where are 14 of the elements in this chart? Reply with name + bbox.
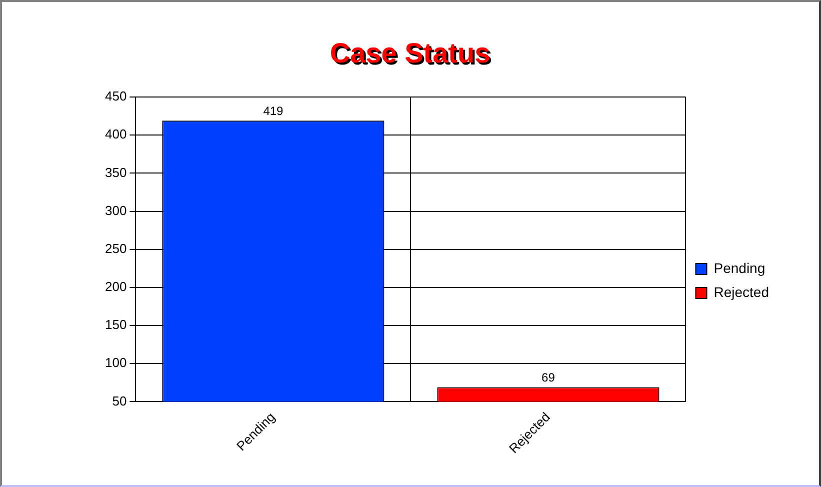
data-label: 69 bbox=[542, 370, 556, 385]
y-tick-label: 350 bbox=[104, 164, 127, 180]
y-tick-label: 200 bbox=[104, 279, 127, 294]
legend-label: Pending bbox=[714, 260, 766, 276]
y-tick-label: 450 bbox=[104, 88, 127, 104]
y-tick-label: 100 bbox=[104, 355, 127, 370]
data-label: 419 bbox=[263, 104, 284, 118]
y-tick-label: 300 bbox=[104, 202, 127, 218]
y-tick-label: 400 bbox=[104, 126, 127, 142]
legend-label: Rejected bbox=[714, 284, 770, 300]
y-tick-label: 50 bbox=[112, 393, 127, 408]
chart-title: Case Status bbox=[332, 40, 492, 71]
y-tick-label: 150 bbox=[104, 317, 127, 332]
y-tick-label: 250 bbox=[104, 240, 127, 256]
